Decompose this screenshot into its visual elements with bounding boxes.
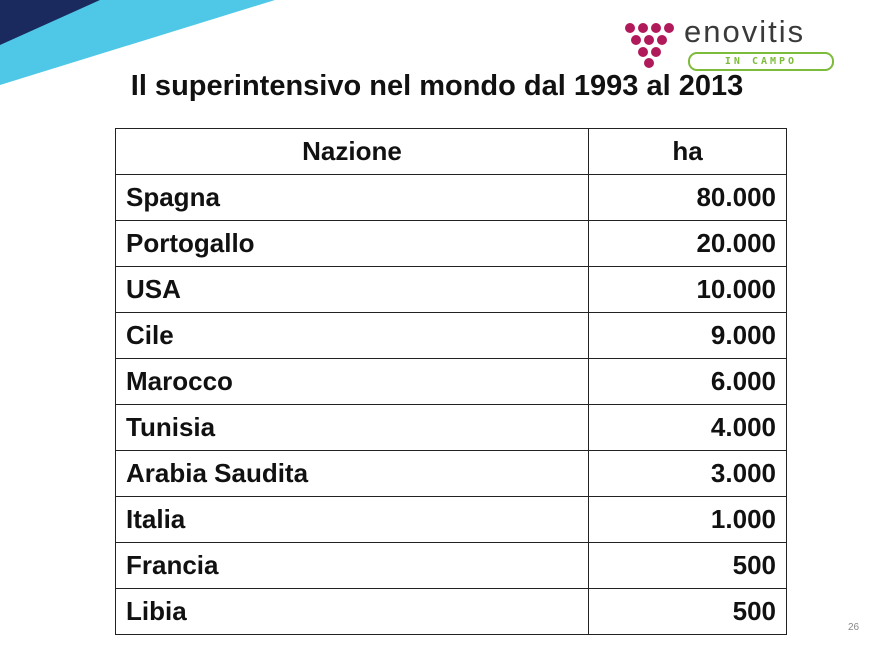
country-cell: Italia [115,496,589,543]
country-cell: Spagna [115,174,589,221]
slide-title: Il superintensivo nel mondo dal 1993 al … [130,70,744,102]
table-row: Francia 500 [115,542,787,589]
country-cell: Libia [115,588,589,635]
grape-icon [625,23,674,68]
hectares-cell: 3.000 [588,450,787,497]
navy-band [0,0,100,45]
logo-subtitle: IN CAMPO [688,52,834,71]
country-cell: USA [115,266,589,313]
decoration [0,0,674,85]
data-table: Nazione ha Spagna 80.000 Portogallo 20.000 U… [115,128,787,635]
header-cell: Nazione [115,128,589,175]
header-row: Nazione ha [115,128,787,175]
hectares-cell: 4.000 [588,404,787,451]
table-row: USA 10.000 [115,266,787,313]
table-row: Italia 1.000 [115,496,787,543]
logo-name: enovitis [684,14,806,49]
table-row: Portogallo 20.000 [115,220,787,267]
hectares-cell: 80.000 [588,174,787,221]
header-cell: ha [588,128,787,175]
hectares-cell: 9.000 [588,312,787,359]
country-cell: Cile [115,312,589,359]
hectares-cell: 500 [588,588,787,635]
country-cell: Marocco [115,358,589,405]
hectares-cell: 20.000 [588,220,787,267]
table-row: Libia 500 [115,588,787,635]
table-row: Arabia Saudita 3.000 [115,450,787,497]
hectares-cell: 10.000 [588,266,787,313]
country-cell: Tunisia [115,404,589,451]
table-row: Cile 9.000 [115,312,787,359]
table-row: Tunisia 4.000 [115,404,787,451]
country-cell: Portogallo [115,220,589,267]
country-cell: Arabia Saudita [115,450,589,497]
hectares-cell: 6.000 [588,358,787,405]
hectares-cell: 1.000 [588,496,787,543]
page-number: 26 [848,622,860,633]
country-cell: Francia [115,542,589,589]
hectares-cell: 500 [588,542,787,589]
cyan-band [0,0,275,85]
table-row: Marocco 6.000 [115,358,787,405]
table-row: Spagna 80.000 [115,174,787,221]
